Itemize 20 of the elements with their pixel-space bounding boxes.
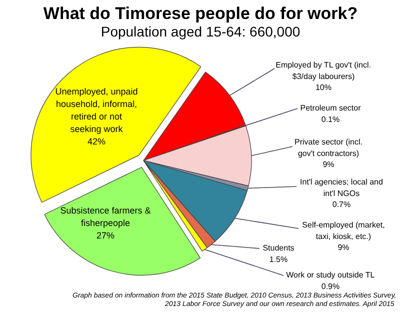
data-label: 9% <box>322 160 334 169</box>
slice-label: Int'l agencies; local and int'l NGOs <box>300 178 383 198</box>
data-label: 0.9% <box>321 282 340 291</box>
slice-label: Unemployed, unpaid household, informal, retired or not seeking work <box>55 86 138 134</box>
slice-label: Work or study outside TL <box>286 270 376 280</box>
slice-label: Self-employed (market, taxi, kiosk, etc.) <box>302 220 385 241</box>
chart-title: What do Timorese people do for work? <box>43 4 358 23</box>
slice-label: Students <box>262 244 294 252</box>
data-label: 9% <box>338 243 350 252</box>
data-label: 10% <box>315 83 332 92</box>
slice-label: Private sector (incl. gov't contractors) <box>294 138 363 158</box>
data-label: 0.7% <box>332 200 351 209</box>
data-label: 0.1% <box>321 114 340 124</box>
slice-label: Petroleum sector <box>300 104 362 112</box>
data-label: 42% <box>87 136 106 146</box>
chart-subtitle: Population aged 15-64: 660,000 <box>100 24 300 40</box>
data-label: 27% <box>96 230 115 240</box>
data-label: 1.5% <box>269 254 288 264</box>
slice-label: Employed by TL gov't (incl. $3/day labourers) <box>276 60 371 81</box>
slice-label: Subsistence farmers & fisherpeople <box>60 206 151 228</box>
